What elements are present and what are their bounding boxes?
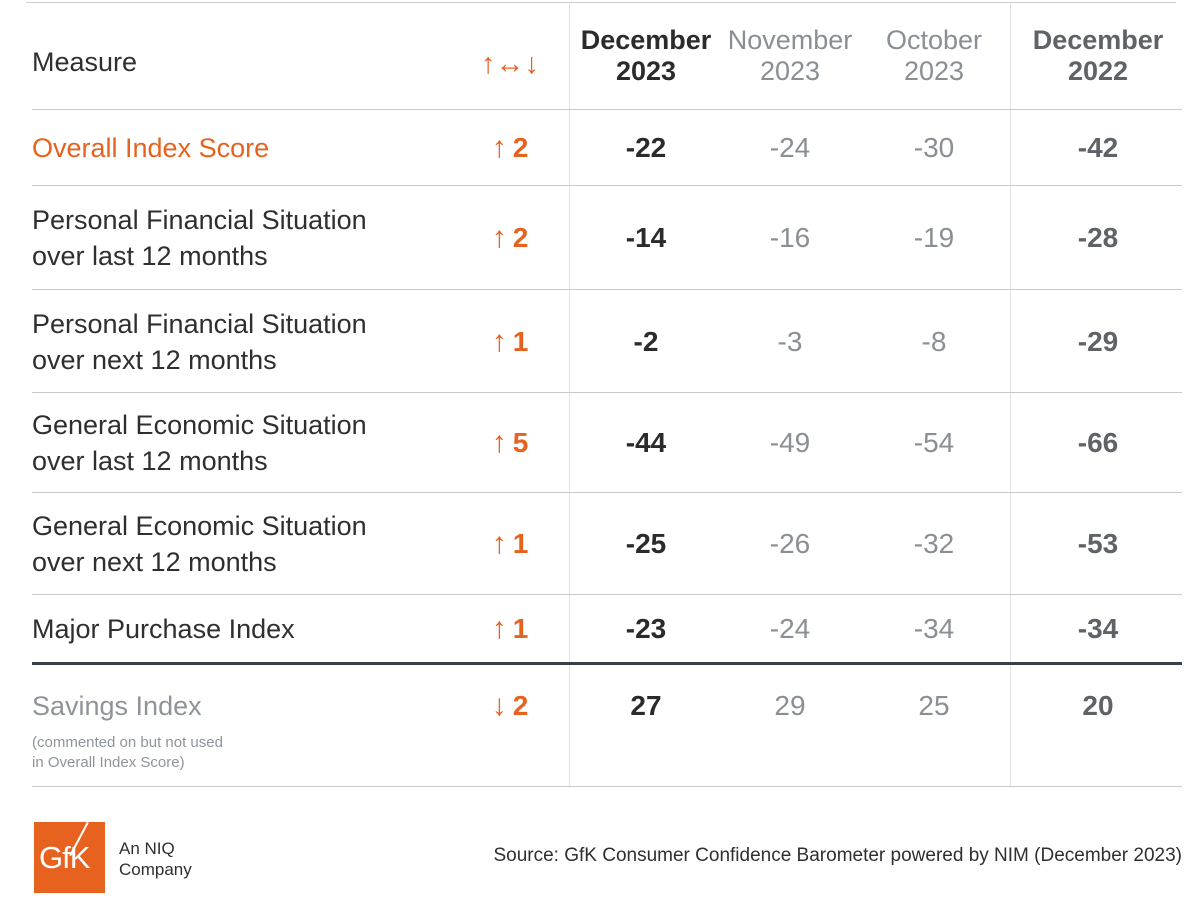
value-oct-2023: -54 — [913, 426, 955, 458]
value-dec-2022: -53 — [1077, 527, 1119, 559]
table-bottom-rule — [32, 786, 1182, 787]
value-oct-2023: -32 — [913, 527, 955, 559]
arrow-up-icon: ↑ — [491, 612, 507, 645]
change-value: 1 — [512, 613, 529, 644]
arrow-up-icon: ↑ — [491, 526, 507, 560]
value-nov-2023: -26 — [769, 527, 811, 559]
arrow-up-icon: ↑ — [491, 130, 507, 164]
value-dec-2023: -2 — [633, 325, 659, 357]
measure-major-purchase: Major Purchase Index — [32, 614, 295, 644]
column-divider-left — [569, 3, 570, 787]
column-divider-right — [1010, 3, 1011, 787]
value-nov-2023: 29 — [774, 690, 806, 721]
arrow-up-icon: ↑ — [491, 220, 507, 254]
value-dec-2023: -22 — [625, 131, 667, 163]
section-divider — [32, 662, 1182, 665]
logo-text: GfK — [39, 840, 90, 875]
source-note: Source: GfK Consumer Confidence Baromete… — [493, 845, 1182, 866]
value-dec-2022: 20 — [1082, 690, 1114, 721]
arrow-up-icon: ↑ — [491, 324, 507, 358]
change-pfs-next-12: ↑ 1 — [440, 290, 580, 393]
value-dec-2022: -34 — [1077, 613, 1119, 644]
savings-note: (commented on but not used in Overall In… — [32, 733, 223, 773]
value-dec-2022: -42 — [1077, 131, 1119, 163]
change-pfs-last-12: ↑ 2 — [440, 186, 580, 289]
header-year: 2023 — [903, 56, 965, 86]
arrow-down-icon: ↓ — [491, 689, 507, 722]
measure-ges-last-12: General Economic Situation over last 12 … — [32, 409, 367, 476]
value-dec-2023: -14 — [625, 221, 667, 253]
value-dec-2023: -23 — [625, 613, 667, 644]
value-dec-2022: -28 — [1077, 221, 1119, 253]
arrow-up-icon: ↑ — [491, 425, 507, 459]
row-divider — [32, 289, 1182, 290]
savings-note-line: (commented on but not used — [32, 734, 223, 751]
row-divider — [32, 392, 1182, 393]
value-nov-2023: -24 — [769, 131, 811, 163]
measure-overall-index: Overall Index Score — [32, 132, 270, 163]
header-year: 2023 — [615, 56, 677, 86]
header-col-dec-2022: December 2022 — [1030, 25, 1166, 87]
change-value: 2 — [512, 131, 529, 163]
value-dec-2022: -66 — [1077, 426, 1119, 458]
header-month: November — [727, 25, 853, 55]
value-oct-2023: -30 — [913, 131, 955, 163]
value-dec-2023: -44 — [625, 426, 667, 458]
change-value: 1 — [512, 325, 529, 357]
header-month: October — [885, 25, 983, 55]
measure-ges-next-12: General Economic Situation over next 12 … — [32, 510, 367, 577]
value-dec-2022: -29 — [1077, 325, 1119, 357]
header-col-nov-2023: November 2023 — [722, 25, 858, 87]
change-savings-index: ↓ 2 — [440, 686, 580, 726]
header-year: 2022 — [1067, 56, 1129, 86]
value-nov-2023: -49 — [769, 426, 811, 458]
header-year: 2023 — [759, 56, 821, 86]
value-dec-2023: -25 — [625, 527, 667, 559]
change-value: 2 — [512, 690, 529, 721]
change-direction-icon: ↑↔↓ — [481, 47, 539, 80]
change-ges-next-12: ↑ 1 — [440, 493, 580, 594]
value-oct-2023: -8 — [921, 325, 947, 357]
value-oct-2023: -19 — [913, 221, 955, 253]
row-divider — [32, 594, 1182, 595]
company-line: An NIQ — [119, 839, 175, 858]
change-major-purchase: ↑ 1 — [440, 595, 580, 663]
company-tagline: An NIQ Company — [119, 838, 192, 880]
value-nov-2023: -16 — [769, 221, 811, 253]
change-value: 1 — [512, 527, 529, 559]
header-col-dec-2023: December 2023 — [578, 25, 714, 87]
row-divider — [32, 492, 1182, 493]
company-line: Company — [119, 860, 192, 879]
row-divider — [32, 185, 1182, 186]
change-overall-index: ↑ 2 — [440, 110, 580, 185]
change-value: 5 — [512, 426, 529, 458]
measure-pfs-next-12: Personal Financial Situation over next 1… — [32, 308, 367, 375]
change-ges-last-12: ↑ 5 — [440, 393, 580, 492]
change-value: 2 — [512, 221, 529, 253]
value-oct-2023: -34 — [913, 613, 955, 644]
measure-pfs-last-12: Personal Financial Situation over last 1… — [32, 204, 367, 271]
header-month: December — [1032, 25, 1164, 55]
value-oct-2023: 25 — [918, 690, 950, 721]
header-month: December — [580, 25, 712, 55]
value-dec-2023: 27 — [630, 690, 662, 721]
row-divider — [32, 109, 1182, 110]
header-measure: Measure — [32, 47, 138, 77]
header-col-oct-2023: October 2023 — [866, 25, 1002, 87]
measure-savings-index: Savings Index — [32, 691, 202, 721]
savings-note-line: in Overall Index Score) — [32, 754, 185, 771]
value-nov-2023: -24 — [769, 613, 811, 644]
gfk-logo: GfK — [34, 821, 105, 893]
top-rule — [26, 2, 1176, 3]
value-nov-2023: -3 — [777, 325, 803, 357]
